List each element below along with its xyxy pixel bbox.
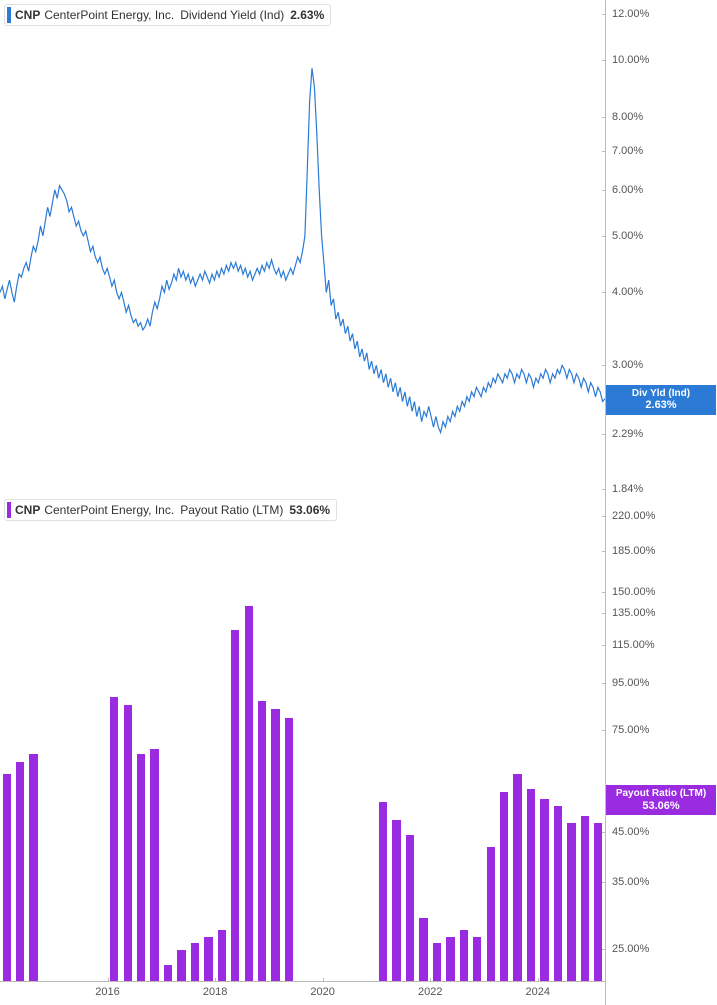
payout-ratio-bar[interactable] [392, 820, 400, 981]
y-tick-label: 115.00% [612, 639, 655, 651]
y-tick-label: 185.00% [612, 545, 655, 557]
y-tick-label: 7.00% [612, 145, 643, 157]
y-tick-label: 2.29% [612, 428, 643, 440]
y-tick-label: 3.00% [612, 359, 643, 371]
payout-ratio-bar[interactable] [379, 802, 387, 981]
payout-ratio-bar[interactable] [527, 789, 535, 981]
payout-ratio-bar[interactable] [581, 816, 589, 981]
payout-ratio-bar[interactable] [406, 835, 414, 981]
legend-ticker: CNP [15, 503, 40, 517]
payout-ratio-bar[interactable] [433, 943, 441, 981]
payout-ratio-chart-area[interactable] [0, 495, 605, 981]
y-tick-label: 45.00% [612, 826, 649, 838]
payout-ratio-bar[interactable] [540, 799, 548, 981]
x-tick-label: 2016 [95, 986, 119, 998]
payout-ratio-badge: Payout Ratio (LTM)53.06% [606, 785, 716, 815]
y-tick-label: 5.00% [612, 230, 643, 242]
payout-ratio-bar[interactable] [231, 630, 239, 981]
payout-ratio-legend: CNP CenterPoint Energy, Inc. Payout Rati… [4, 499, 337, 521]
payout-ratio-bar[interactable] [446, 937, 454, 981]
payout-ratio-bar[interactable] [554, 806, 562, 982]
y-tick-label: 25.00% [612, 943, 649, 955]
payout-ratio-bar[interactable] [16, 762, 24, 981]
payout-ratio-bar[interactable] [177, 950, 185, 981]
y-tick-label: 4.00% [612, 286, 643, 298]
payout-ratio-bar[interactable] [150, 749, 158, 981]
y-tick-label: 1.84% [612, 483, 643, 495]
y-tick-label: 95.00% [612, 677, 649, 689]
div-yield-legend: CNP CenterPoint Energy, Inc. Dividend Yi… [4, 4, 331, 26]
y-tick-label: 75.00% [612, 724, 649, 736]
x-tick-label: 2020 [310, 986, 334, 998]
payout-ratio-panel: CNP CenterPoint Energy, Inc. Payout Rati… [0, 495, 717, 1005]
div-yield-badge: Div Yld (Ind)2.63% [606, 385, 716, 415]
payout-ratio-bar[interactable] [487, 847, 495, 981]
payout-ratio-bar[interactable] [419, 918, 427, 981]
x-axis: 2016 2018 2020 2022 2024 [0, 981, 605, 1005]
payout-ratio-y-axis: 220.00% 185.00% 150.00% 135.00% 115.00% 95.00… [605, 495, 717, 1005]
payout-ratio-bar[interactable] [567, 823, 575, 981]
payout-ratio-bar[interactable] [218, 930, 226, 981]
div-yield-panel: CNP CenterPoint Energy, Inc. Dividend Yi… [0, 0, 717, 495]
payout-ratio-bar[interactable] [137, 754, 145, 981]
legend-name: CenterPoint Energy, Inc. [44, 503, 174, 517]
legend-metric: Payout Ratio (LTM) [180, 503, 283, 517]
div-yield-line [0, 68, 605, 432]
payout-ratio-bar[interactable] [460, 930, 468, 981]
payout-ratio-bar[interactable] [29, 754, 37, 981]
y-tick-label: 220.00% [612, 510, 655, 522]
y-tick-label: 150.00% [612, 586, 655, 598]
payout-ratio-bar[interactable] [594, 823, 602, 981]
y-tick-label: 12.00% [612, 8, 649, 20]
y-tick-label: 135.00% [612, 607, 655, 619]
payout-ratio-bar[interactable] [110, 697, 118, 981]
payout-ratio-bar[interactable] [164, 965, 172, 981]
legend-ticker: CNP [15, 8, 40, 22]
y-tick-label: 10.00% [612, 54, 649, 66]
payout-ratio-bar[interactable] [473, 937, 481, 981]
x-tick-label: 2018 [203, 986, 227, 998]
legend-value: 53.06% [289, 503, 330, 517]
legend-color-bar [7, 502, 11, 518]
payout-ratio-bar[interactable] [3, 774, 11, 981]
payout-ratio-bar[interactable] [271, 709, 279, 981]
payout-ratio-bar[interactable] [204, 937, 212, 981]
y-tick-label: 6.00% [612, 184, 643, 196]
payout-ratio-bar[interactable] [245, 606, 253, 981]
x-tick-label: 2022 [418, 986, 442, 998]
x-tick-label: 2024 [526, 986, 550, 998]
payout-ratio-bar[interactable] [513, 774, 521, 981]
legend-color-bar [7, 7, 11, 23]
y-tick-label: 8.00% [612, 111, 643, 123]
div-yield-y-axis: 12.00% 10.00% 8.00% 7.00% 6.00% 5.00% 4.00% 3.0… [605, 0, 717, 495]
payout-ratio-bar[interactable] [191, 943, 199, 981]
legend-name: CenterPoint Energy, Inc. [44, 8, 174, 22]
payout-ratio-bar[interactable] [258, 701, 266, 981]
payout-ratio-bar[interactable] [124, 705, 132, 981]
div-yield-chart-area[interactable] [0, 0, 605, 495]
payout-ratio-bar[interactable] [285, 718, 293, 981]
y-tick-label: 35.00% [612, 876, 649, 888]
payout-ratio-bar[interactable] [500, 792, 508, 981]
legend-value: 2.63% [290, 8, 324, 22]
legend-metric: Dividend Yield (Ind) [180, 8, 284, 22]
